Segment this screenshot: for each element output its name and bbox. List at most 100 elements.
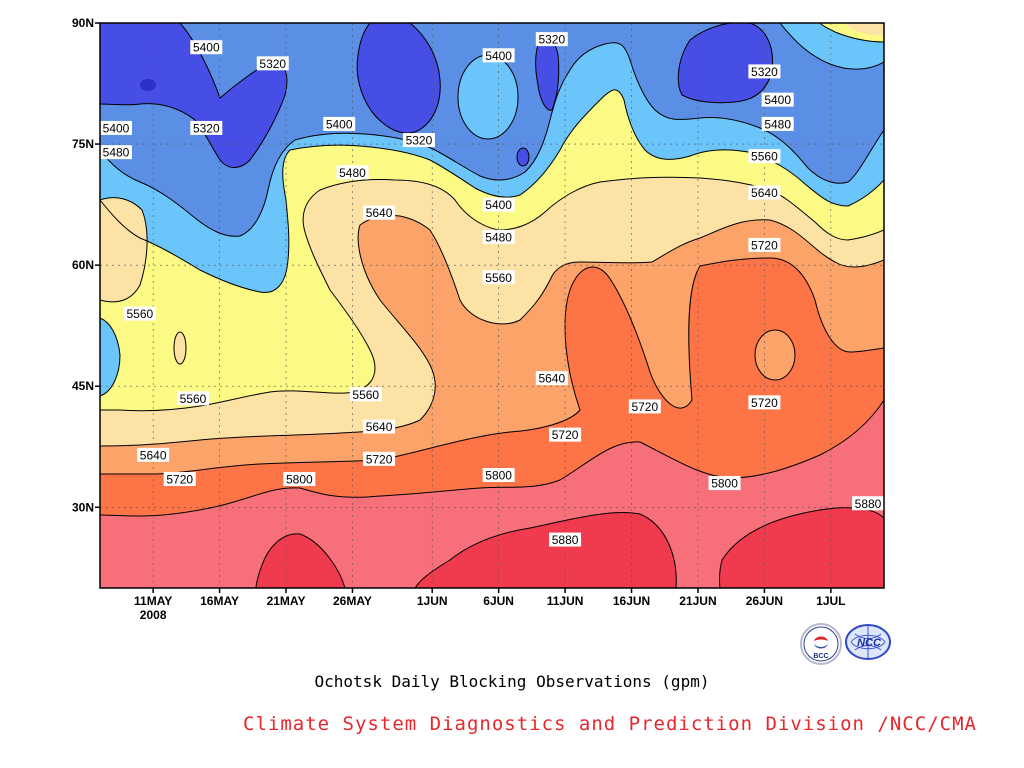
contour-label: 5320 — [402, 133, 435, 148]
contour-label-text: 5480 — [485, 230, 512, 244]
contour-label: 5400 — [482, 48, 515, 63]
contour-label-text: 5640 — [751, 186, 778, 200]
contour-label-bg — [100, 120, 132, 135]
contour-label: 5480 — [100, 145, 132, 160]
contour-label-text: 5480 — [339, 166, 366, 180]
ncc-logo: NCC — [845, 623, 891, 661]
contour-label-bg — [363, 205, 396, 220]
contour-label-bg — [761, 116, 794, 131]
contour-label-text: 5720 — [751, 238, 778, 252]
contour-label-text: 5720 — [166, 473, 193, 487]
contour-label-text: 5560 — [180, 392, 207, 406]
contour-label-bg — [137, 447, 170, 462]
contour-label-bg — [190, 40, 223, 55]
contour-label: 5400 — [100, 120, 132, 135]
contour-label-bg — [123, 306, 156, 321]
contour-label: 5720 — [748, 395, 781, 410]
contour-label-text: 5720 — [631, 400, 658, 414]
svg-text:NCC: NCC — [857, 637, 882, 649]
y-tick-label: 60N — [72, 258, 94, 272]
plot-area: 5400 5320 5400 5480 5320 5400 5320 5400 5320 5480… — [100, 23, 884, 588]
contour-label-bg — [190, 120, 223, 135]
x-tick-label: 21JUN — [679, 594, 716, 608]
contour-label-bg — [628, 399, 661, 414]
contour-label-bg — [748, 237, 781, 252]
contour-label-text: 5800 — [485, 469, 512, 483]
x-tick-label: 16JUN — [613, 594, 650, 608]
contour-label: 5400 — [482, 197, 515, 212]
x-tick-label: 11JUN — [547, 594, 584, 608]
cell-5640-east — [755, 330, 795, 380]
contour-label-bg — [549, 427, 582, 442]
contour-label-text: 5640 — [366, 206, 393, 220]
ncc-logo-icon: NCC — [845, 624, 891, 660]
low-central — [357, 23, 441, 134]
low-north-jun — [535, 38, 559, 111]
contour-label-text: 5400 — [485, 198, 512, 212]
contour-label-text: 5560 — [751, 150, 778, 164]
x-tick-label: 6JUN — [483, 594, 514, 608]
contour-label-text: 5480 — [764, 117, 791, 131]
contour-label-text: 5560 — [485, 271, 512, 285]
contour-label-bg — [482, 229, 515, 244]
x-tick-label: 1JUN — [417, 594, 448, 608]
contour-label: 5320 — [256, 56, 289, 71]
contour-label-bg — [748, 395, 781, 410]
low-east — [678, 23, 773, 103]
svg-text:BCC: BCC — [813, 653, 828, 660]
low-west — [100, 23, 287, 168]
y-tick-label: 75N — [72, 137, 94, 151]
x-axis: 11MAY 16MAY 21MAY 26MAY 1JUN 6JUN 11JUN 16JUN 21… — [134, 588, 846, 622]
contour-label: 5400 — [190, 40, 223, 55]
contour-label-text: 5800 — [711, 477, 738, 491]
contour-label: 5800 — [708, 476, 741, 491]
contour-label-bg — [549, 532, 582, 547]
contour-label: 5640 — [748, 185, 781, 200]
contour-label-text: 5880 — [552, 533, 579, 547]
contour-label-bg — [177, 391, 210, 406]
contour-label: 5560 — [177, 391, 210, 406]
contour-label-text: 5800 — [286, 473, 313, 487]
contour-label: 5560 — [482, 270, 515, 285]
contour-label: 5640 — [363, 205, 396, 220]
contour-label-bg — [402, 133, 435, 148]
contour-label: 5480 — [336, 165, 369, 180]
bcc-logo: BCC — [800, 623, 842, 665]
contour-label-text: 5880 — [855, 497, 882, 511]
contour-label-bg — [482, 270, 515, 285]
chart-title: Ochotsk Daily Blocking Observations (gpm… — [314, 672, 710, 691]
contour-label: 5560 — [123, 306, 156, 321]
contour-label-text: 5400 — [764, 93, 791, 107]
contour-label: 5640 — [137, 447, 170, 462]
contour-label: 5480 — [761, 116, 794, 131]
contour-label: 5400 — [761, 92, 794, 107]
contour-label-bg — [748, 149, 781, 164]
cell-west-blue — [100, 318, 120, 396]
contour-label: 5800 — [283, 472, 316, 487]
contour-label-bg — [748, 185, 781, 200]
x-tick-year: 2008 — [140, 608, 167, 622]
contour-label: 5880 — [852, 496, 884, 511]
contour-label: 5400 — [323, 116, 356, 131]
contour-label-bg — [323, 116, 356, 131]
contour-label-text: 5320 — [538, 33, 565, 47]
y-tick-label: 30N — [72, 500, 94, 514]
x-tick-label: 26MAY — [333, 594, 372, 608]
contour-label-bg — [708, 476, 741, 491]
contour-label-text: 5720 — [552, 428, 579, 442]
contour-label-text: 5480 — [103, 146, 130, 160]
contour-label: 5720 — [363, 451, 396, 466]
contour-label-bg — [482, 468, 515, 482]
contour-label: 5640 — [535, 371, 568, 386]
contour-label-text: 5640 — [538, 372, 565, 386]
contour-label-text: 5640 — [140, 448, 167, 462]
y-tick-label: 90N — [72, 16, 94, 30]
contour-label: 5480 — [482, 229, 515, 244]
contour-label-bg — [363, 451, 396, 466]
contour-label-text: 5560 — [352, 388, 379, 402]
contour-label-text: 5400 — [485, 49, 512, 63]
contour-label-text: 5640 — [366, 420, 393, 434]
contour-label-bg — [336, 165, 369, 180]
contour-label-bg — [100, 145, 132, 160]
